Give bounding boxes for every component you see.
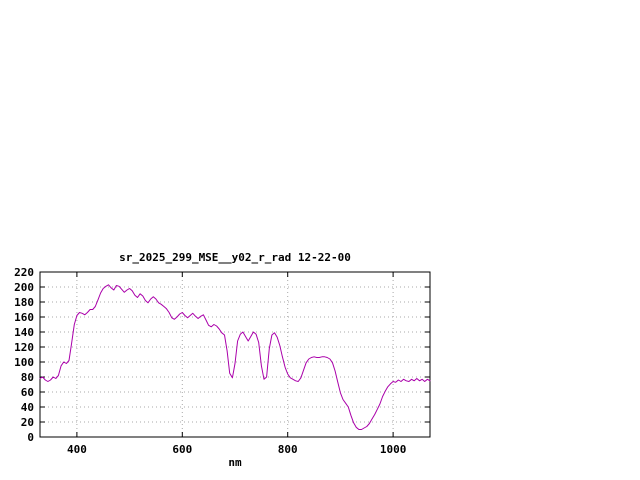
x-axis-label: nm: [228, 456, 242, 469]
y-tick-label: 100: [14, 356, 34, 369]
x-tick-label: 800: [278, 443, 298, 456]
y-tick-label: 60: [21, 386, 34, 399]
x-tick-label: 600: [172, 443, 192, 456]
y-tick-label: 20: [21, 416, 34, 429]
x-tick-label: 400: [67, 443, 87, 456]
spectrum-line: [39, 284, 431, 430]
y-tick-label: 200: [14, 281, 34, 294]
y-tick-label: 0: [27, 431, 34, 444]
y-tick-label: 220: [14, 266, 34, 279]
y-tick-label: 120: [14, 341, 34, 354]
x-tick-label: 1000: [380, 443, 407, 456]
y-tick-label: 80: [21, 371, 34, 384]
y-tick-label: 140: [14, 326, 34, 339]
chart-title: sr_2025_299_MSE__y02_r_rad 12-22-00: [119, 251, 351, 264]
y-tick-label: 40: [21, 401, 34, 414]
y-tick-label: 180: [14, 296, 34, 309]
plot-border: [39, 271, 431, 438]
y-tick-label: 160: [14, 311, 34, 324]
